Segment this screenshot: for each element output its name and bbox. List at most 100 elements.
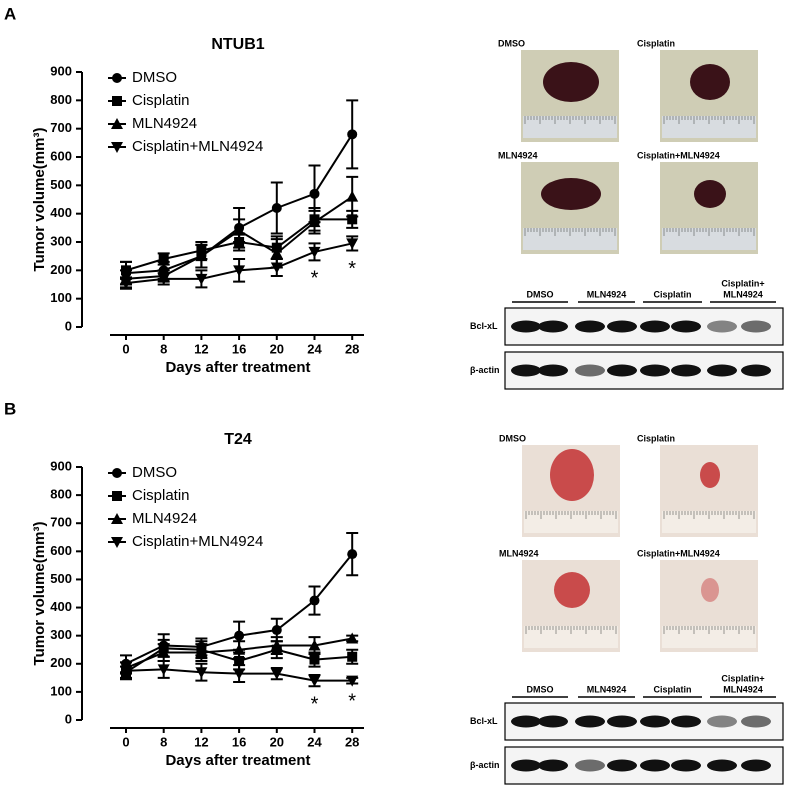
blot-group-label: DMSO (527, 684, 554, 694)
blot-row-label: Bcl-xL (470, 716, 498, 726)
marker (309, 595, 320, 606)
y-tick-label: 0 (65, 318, 72, 333)
x-tick-label: 24 (307, 734, 322, 749)
legend-label: DMSO (132, 464, 177, 481)
x-tick-label: 20 (270, 341, 284, 356)
band (538, 320, 568, 333)
band (741, 715, 771, 728)
legend-marker (111, 537, 123, 548)
marker (195, 250, 208, 262)
band (707, 364, 737, 377)
marker (270, 262, 283, 274)
band (538, 715, 568, 728)
tumor (690, 64, 730, 100)
blot-group-label: DMSO (527, 289, 554, 299)
marker (271, 203, 282, 213)
photo-label: Cisplatin (637, 433, 675, 443)
x-tick-label: 8 (160, 341, 167, 356)
band (640, 759, 670, 772)
tumor (700, 462, 720, 488)
legend-marker (111, 513, 123, 524)
ruler (662, 511, 756, 533)
marker (233, 643, 246, 655)
marker (233, 265, 246, 277)
legend-label: Cisplatin (132, 92, 190, 109)
legend-marker (112, 73, 122, 83)
marker (346, 238, 359, 250)
legend-marker (112, 96, 122, 106)
marker (308, 675, 321, 687)
marker (234, 655, 245, 666)
blot-group-label: Cisplatin (653, 684, 691, 694)
x-tick-label: 28 (345, 734, 359, 749)
band (741, 364, 771, 377)
legend-marker (111, 118, 123, 129)
marker (158, 254, 169, 264)
band (640, 715, 670, 728)
band (671, 759, 701, 772)
marker (270, 639, 283, 651)
x-tick-label: 12 (194, 341, 208, 356)
band (640, 320, 670, 333)
band (707, 320, 737, 333)
blot-row-label: Bcl-xL (470, 321, 498, 331)
band (707, 759, 737, 772)
chart-title: NTUB1 (211, 36, 264, 53)
marker (347, 129, 358, 140)
y-tick-label: 0 (65, 711, 72, 726)
band (607, 759, 637, 772)
marker (346, 632, 359, 644)
x-tick-label: 20 (270, 734, 284, 749)
panel-label: A (4, 4, 16, 23)
y-tick-label: 100 (50, 683, 72, 698)
band (671, 715, 701, 728)
band (707, 715, 737, 728)
band (671, 320, 701, 333)
marker (308, 639, 321, 651)
band (671, 364, 701, 377)
blot-group-label: MLN4924 (723, 289, 763, 299)
band (511, 715, 541, 728)
ruler (523, 116, 617, 138)
y-axis-label: Tumor volume(mm³) (31, 128, 48, 272)
blot-group-label: MLN4924 (723, 684, 763, 694)
tumor (701, 578, 719, 602)
annotation: * (311, 268, 319, 290)
legend-marker (112, 468, 122, 478)
chart-title: T24 (224, 431, 252, 448)
legend-marker (111, 142, 123, 153)
marker (347, 651, 358, 662)
band (511, 364, 541, 377)
legend-label: Cisplatin+MLN4924 (132, 533, 263, 550)
annotation: * (311, 694, 319, 716)
band (640, 364, 670, 377)
band (538, 364, 568, 377)
x-tick-label: 24 (307, 341, 322, 356)
y-tick-label: 200 (50, 262, 72, 277)
y-axis-label: Tumor volume(mm³) (31, 522, 48, 666)
blot-row-label: β-actin (470, 365, 500, 375)
band (575, 759, 605, 772)
y-tick-label: 300 (50, 627, 72, 642)
tumor (694, 180, 726, 208)
blot-group-label: Cisplatin+ (721, 278, 764, 288)
y-tick-label: 700 (50, 120, 72, 135)
x-tick-label: 16 (232, 734, 246, 749)
marker (270, 247, 283, 259)
y-tick-label: 400 (50, 599, 72, 614)
legend-marker (112, 491, 122, 501)
y-tick-label: 700 (50, 515, 72, 530)
band (607, 715, 637, 728)
blot-row-label: β-actin (470, 760, 500, 770)
marker (308, 216, 321, 228)
x-tick-label: 12 (194, 734, 208, 749)
legend-label: MLN4924 (132, 115, 197, 132)
marker (309, 654, 320, 665)
y-tick-label: 600 (50, 148, 72, 163)
y-tick-label: 100 (50, 290, 72, 305)
panel-label: B (4, 399, 16, 418)
ruler (524, 626, 618, 648)
blot-group-label: MLN4924 (587, 684, 627, 694)
marker (120, 278, 132, 290)
band (741, 759, 771, 772)
